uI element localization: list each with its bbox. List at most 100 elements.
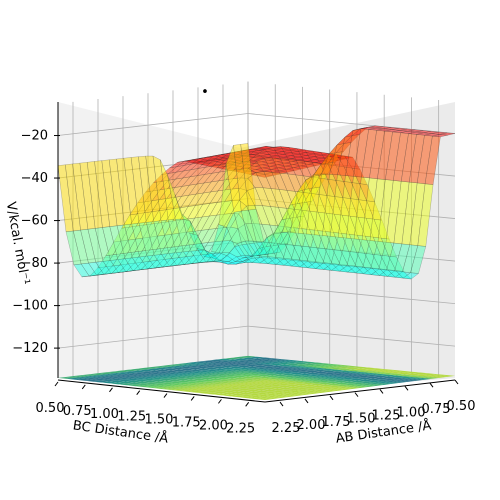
- x-tick-label: 1.75: [172, 415, 201, 430]
- y-tick-label: 1.25: [372, 408, 401, 423]
- contour-cell: [293, 387, 311, 390]
- contour-cell: [421, 373, 438, 376]
- surface-face: [417, 183, 434, 247]
- contour-cell: [412, 372, 430, 375]
- contour-cell: [222, 372, 239, 375]
- contour-cell: [261, 368, 279, 371]
- contour-cell: [309, 364, 327, 367]
- y-tick-label: 2.00: [297, 418, 326, 433]
- contour-cell: [357, 379, 374, 382]
- contour-cell: [250, 360, 267, 363]
- contour-cell: [176, 363, 194, 365]
- contour-cell: [238, 394, 255, 397]
- contour-cell: [188, 371, 205, 374]
- contour-cell: [152, 385, 169, 388]
- contour-cell: [382, 380, 399, 383]
- contour-cell: [183, 379, 200, 382]
- contour-cell: [224, 359, 242, 362]
- y-tick-label: 0.75: [422, 402, 451, 417]
- contour-cell: [327, 367, 345, 370]
- contour-cell: [90, 375, 107, 377]
- contour-cell: [380, 376, 398, 379]
- contour-cell: [429, 374, 447, 377]
- y-tick-mark: [279, 401, 284, 407]
- contour-cell: [237, 392, 255, 395]
- contour-cell: [209, 384, 227, 386]
- contour-cell: [386, 370, 404, 372]
- contour-cell: [160, 384, 177, 387]
- contour-cell: [207, 378, 225, 381]
- contour-cell: [132, 377, 150, 380]
- contour-cell: [292, 383, 309, 386]
- contour-cell: [114, 372, 131, 375]
- contour-cell: [326, 385, 343, 388]
- contour-cell: [405, 375, 422, 378]
- contour-cell: [191, 378, 208, 381]
- contour-cell: [267, 382, 284, 385]
- contour-cell: [232, 358, 250, 361]
- contour-cell: [294, 368, 312, 370]
- contour-cell: [380, 374, 397, 377]
- contour-cell: [375, 383, 392, 385]
- contour-cell: [175, 382, 193, 385]
- contour-cell: [164, 374, 181, 376]
- contour-cell: [403, 371, 421, 374]
- y-tick-mark: [404, 386, 409, 391]
- contour-cell: [81, 374, 99, 377]
- contour-cell: [206, 376, 224, 379]
- y-tick-label: 1.00: [397, 405, 426, 420]
- contour-cell: [159, 382, 176, 385]
- contour-cell: [260, 364, 277, 367]
- surface-face: [439, 132, 456, 136]
- contour-cell: [335, 366, 353, 369]
- contour-cell: [268, 386, 286, 389]
- contour-cell: [208, 380, 225, 383]
- contour-cell: [204, 369, 221, 372]
- contour-cell: [228, 389, 245, 392]
- contour-cell: [227, 366, 245, 369]
- contour-cell: [342, 385, 360, 388]
- contour-cell: [124, 376, 141, 379]
- contour-cell: [178, 389, 196, 392]
- contour-cell: [274, 359, 292, 361]
- contour-cell: [116, 379, 134, 382]
- contour-cell: [196, 372, 214, 374]
- contour-cell: [203, 390, 221, 393]
- contour-cell: [107, 376, 125, 379]
- contour-cell: [265, 379, 283, 382]
- contour-cell: [89, 373, 107, 376]
- contour-cell: [249, 358, 266, 361]
- z-tick-label: −40: [21, 171, 48, 186]
- contour-cell: [178, 368, 196, 371]
- contour-cell: [195, 368, 212, 371]
- contour-cell: [147, 374, 165, 376]
- contour-cell: [177, 364, 194, 367]
- contour-cell: [311, 391, 329, 393]
- y-tick-label: 2.25: [272, 421, 301, 436]
- contour-cell: [254, 370, 271, 373]
- x-tick-mark: [54, 381, 59, 387]
- contour-cell: [242, 383, 260, 386]
- contour-cell: [256, 398, 273, 401]
- y-tick-mark: [304, 398, 309, 404]
- contour-cell: [223, 376, 240, 379]
- contour-cell: [261, 389, 278, 392]
- contour-cell: [217, 360, 234, 363]
- contour-cell: [378, 369, 395, 372]
- contour-cell: [187, 369, 205, 372]
- contour-cell: [293, 364, 310, 367]
- contour-cell: [230, 373, 248, 376]
- contour-cell: [201, 362, 218, 365]
- contour-cell: [335, 388, 353, 390]
- contour-cell: [198, 377, 216, 380]
- contour-cell: [288, 394, 305, 397]
- contour-cell: [278, 369, 296, 372]
- contour-cell: [58, 376, 75, 379]
- contour-cell: [364, 376, 381, 379]
- contour-cell: [438, 375, 455, 377]
- contour-cell: [355, 375, 373, 378]
- contour-cell: [308, 383, 326, 386]
- contour-cell: [237, 369, 254, 372]
- surface-face: [432, 134, 448, 138]
- contour-cell: [226, 385, 244, 388]
